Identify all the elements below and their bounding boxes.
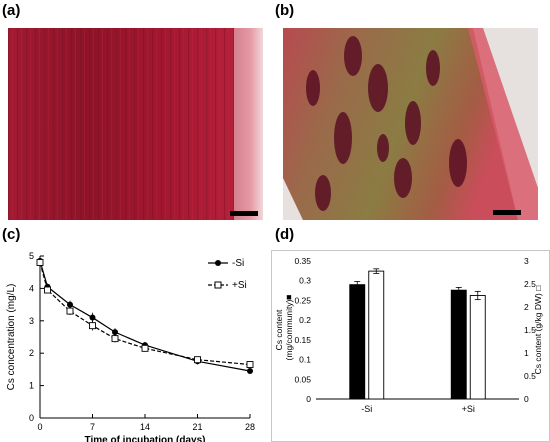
x-tick-label: 28 [245,422,255,432]
data-point [111,335,119,343]
y-left-axis-marker: ■ [286,292,291,302]
micrograph-b [283,28,538,220]
y-left-tick-label: 0.3 [299,276,311,286]
x-tick-label: 21 [192,422,202,432]
y-left-tick-label: 0.2 [299,315,311,325]
panel-label-b: (b) [275,2,295,19]
bar [469,295,486,400]
x-axis-label: Time of incubation (days) [85,435,206,442]
y-tick-label: 3 [29,316,34,326]
y-axis-label: Cs concentration (mg/L) [6,284,17,391]
y-right-axis-label: Cs content (g/kg DW) □ [533,286,543,375]
y-left-tick-label: 0.05 [294,374,311,384]
panel-label-c: (c) [2,226,21,243]
y-left-tick-label: 0.1 [299,355,311,365]
y-right-tick-label: 2.5 [524,279,536,289]
legend-marker [215,260,221,266]
y-left-tick-label: 0.25 [294,295,311,305]
micrograph-b-image [283,28,538,220]
x-tick-label: +Si [462,404,475,414]
y-right-tick-label: 2 [524,302,529,312]
bar [450,289,467,400]
series-line [39,260,251,372]
y-tick-label: 1 [29,381,34,391]
bar [349,284,366,400]
data-point [66,307,74,315]
y-left-axis-label-line: Cs content [274,309,284,350]
bar-chart-frame [271,250,550,442]
scale-bar [493,210,521,215]
micrograph-a-image [8,28,263,220]
data-point [36,259,44,266]
y-right-tick-label: 1.5 [524,325,536,335]
y-tick-label: 2 [29,348,34,358]
y-left-tick-label: 0.35 [294,256,311,266]
y-left-axis-label-line: (mg/community) [284,299,294,360]
data-point [44,286,51,294]
line-chart: 0 1 2 3 4 5 0 7 14 21 28 Time of incubation (days) C… [6,251,255,442]
data-point [247,368,253,375]
data-point [246,361,254,368]
data-point [141,344,149,352]
bar [368,270,385,400]
y-tick-label: 5 [29,251,34,261]
legend-marker [214,281,222,289]
legend-label: +Si [232,280,247,291]
y-right-tick-label: 0.5 [524,371,536,381]
y-tick-label: 0 [29,413,34,423]
y-left-axis-label: Cs content (mg/community) [274,299,294,360]
data-point [67,301,73,308]
y-right-tick-label: 3 [524,256,529,266]
y-left-tick-label: 0 [306,394,311,404]
data-point [112,329,118,336]
panel-label-d: (d) [275,226,295,243]
x-tick-label: 0 [37,422,42,432]
y-tick-label: 4 [29,283,34,293]
series-line [39,262,251,366]
x-tick-label: -Si [361,404,372,414]
data-point [89,322,96,330]
micrograph-a [8,28,263,220]
data-point [89,314,96,321]
panel-label-a: (a) [2,2,21,19]
x-tick-label: 7 [90,422,95,432]
y-left-tick-label: 0.15 [294,335,311,345]
legend-label: -Si [232,258,244,269]
y-right-tick-label: 0 [524,394,529,404]
data-point [194,356,201,364]
y-right-tick-label: 1 [524,348,529,358]
x-tick-label: 14 [140,422,150,432]
bar-chart: 0 0.05 0.1 0.15 0.2 0.25 0.3 0.35 0 0.5 1 1.5 2 2.5 3 -… [274,256,543,414]
scale-bar [230,211,258,216]
